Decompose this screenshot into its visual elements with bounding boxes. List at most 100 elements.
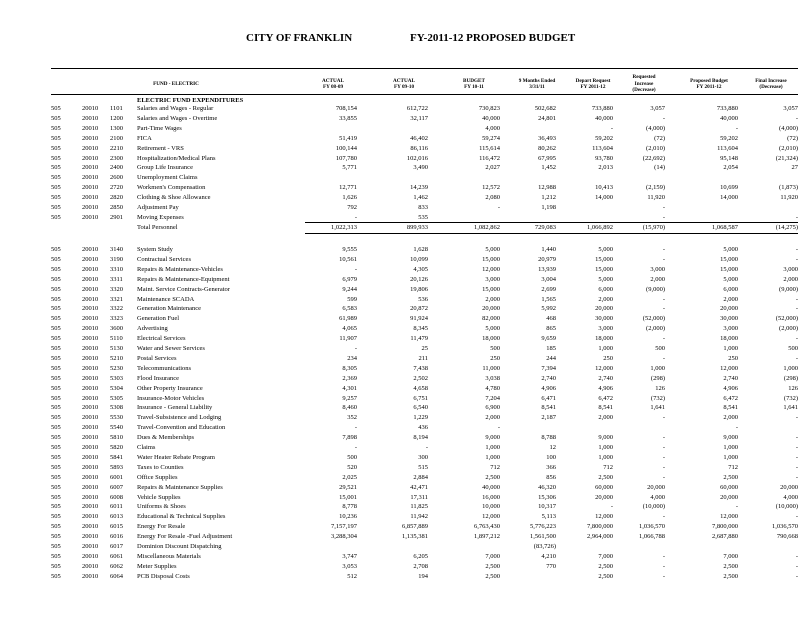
- actual-0910: 46,402: [410, 134, 428, 142]
- dept-code: 20010: [82, 124, 99, 132]
- requested-increase: -: [662, 213, 665, 221]
- final-increase: (2,000): [779, 325, 798, 333]
- depart-request: 12,000: [595, 513, 613, 521]
- col-header-line: FY 10-11: [464, 84, 484, 90]
- proposed-budget: 3,000: [723, 325, 738, 333]
- actual-0910: 300: [418, 453, 428, 461]
- depart-request: 2,013: [598, 164, 613, 172]
- final-increase: 1,036,570: [772, 523, 798, 531]
- fund-code: 505: [51, 144, 61, 152]
- budget-1011: 4,000: [485, 124, 500, 132]
- nine-months: 80,262: [538, 144, 556, 152]
- actual-0910: 2,708: [413, 562, 428, 570]
- account-code: 6007: [110, 483, 123, 491]
- depart-request: 6,472: [598, 394, 613, 402]
- col-header-line: Final Increase: [755, 77, 787, 84]
- nine-months: 6,471: [541, 394, 556, 402]
- actual-0910: 32,117: [410, 114, 428, 122]
- depart-request: 1,000: [598, 453, 613, 461]
- line-description: PCB Disposal Costs: [137, 572, 190, 580]
- table-row: 505 20010 5841 Water Heater Rebate Program 5…: [0, 453, 800, 462]
- actual-0809: 1,626: [342, 194, 357, 202]
- actual-0809: 4,301: [342, 384, 357, 392]
- line-description: Energy For Resale -Fuel Adjustment: [137, 533, 233, 541]
- line-description: Other Property Insurance: [137, 384, 203, 392]
- depart-request: 20,000: [595, 493, 613, 501]
- table-row: 505 20010 3320 Maint. Service Contracts-Gen…: [0, 285, 800, 294]
- actual-0910: 8,194: [413, 434, 428, 442]
- depart-request: 1,066,892: [587, 223, 613, 231]
- proposed-budget: 8,541: [723, 404, 738, 412]
- fund-code: 505: [51, 345, 61, 352]
- actual-0910: -: [425, 444, 428, 451]
- actual-0910: 436: [418, 424, 428, 432]
- budget-1011: 82,000: [482, 315, 500, 323]
- budget-1011: 500: [490, 345, 500, 352]
- dept-code: 20010: [82, 204, 99, 211]
- nine-months: 502,682: [534, 105, 556, 112]
- nine-months: 24,801: [538, 114, 556, 122]
- dept-code: 20010: [82, 463, 99, 471]
- requested-increase: -: [662, 295, 665, 303]
- proposed-budget: 12,000: [720, 513, 738, 521]
- actual-0910: 899,933: [406, 223, 428, 231]
- depart-request: 20,000: [595, 305, 613, 313]
- final-increase: 20,000: [780, 483, 798, 491]
- col-header-line: ACTUAL: [393, 77, 415, 84]
- depart-request: 8,541: [598, 404, 613, 412]
- proposed-budget: 7,000: [723, 552, 738, 560]
- actual-0910: 10,099: [410, 255, 428, 263]
- actual-0910: 1,135,381: [402, 533, 428, 541]
- depart-request: 10,413: [595, 184, 613, 192]
- actual-0910: 20,126: [410, 275, 428, 283]
- depart-request: -: [610, 503, 613, 511]
- depart-request: 59,202: [595, 134, 613, 142]
- final-increase: -: [795, 255, 798, 263]
- budget-1011: 116,472: [479, 154, 500, 162]
- requested-increase: -: [662, 255, 665, 263]
- actual-0809: 11,907: [339, 335, 357, 343]
- dept-code: 20010: [82, 246, 99, 253]
- line-description: Educational & Technical Supplies: [137, 513, 226, 521]
- depart-request: 3,000: [598, 325, 613, 333]
- table-row: 505 20010 5530 Travel-Subsistence and Lodgi…: [0, 413, 800, 422]
- fund-code: 505: [51, 213, 61, 221]
- depart-request: 250: [603, 354, 613, 362]
- nine-months: 5,113: [541, 513, 556, 521]
- final-increase: (2,010): [779, 144, 798, 152]
- actual-0910: 6,857,889: [402, 523, 428, 531]
- dept-code: 20010: [82, 493, 99, 501]
- depart-request: 18,000: [595, 335, 613, 343]
- requested-increase: -: [662, 246, 665, 253]
- table-row: 505 20010 1101 Salaries and Wages - Regular…: [0, 104, 800, 113]
- proposed-budget: 2,687,880: [712, 533, 738, 541]
- actual-0910: 11,942: [410, 513, 428, 521]
- nine-months: 8,541: [541, 404, 556, 412]
- dept-code: 20010: [82, 473, 99, 481]
- requested-increase: (9,000): [646, 285, 665, 293]
- nine-months: 12: [549, 444, 557, 451]
- account-code: 3310: [110, 265, 123, 273]
- requested-increase: (2,159): [646, 184, 665, 192]
- requested-increase: -: [662, 414, 665, 422]
- final-increase: -: [795, 562, 798, 570]
- col-header-line: (Decrease): [759, 84, 783, 90]
- nine-months: 1,561,500: [530, 533, 556, 541]
- actual-0910: 536: [418, 295, 428, 303]
- fund-code: 505: [51, 134, 61, 142]
- line-description: Water Heater Rebate Program: [137, 453, 215, 461]
- dept-code: 20010: [82, 364, 99, 372]
- line-description: Workmen's Compensation: [137, 184, 206, 192]
- requested-increase: 3,000: [650, 265, 665, 273]
- table-row: 505 20010 5130 Water and Sewer Services - 25 5…: [0, 344, 800, 353]
- table-row: 505 20010 5820 Claims - - 1,000 12 1,000 - 1,000 -: [0, 443, 800, 452]
- actual-0809: 9,257: [342, 394, 357, 402]
- fund-code: 505: [51, 374, 61, 382]
- depart-request: 2,500: [598, 562, 613, 570]
- requested-increase: -: [662, 473, 665, 481]
- line-description: Water and Sewer Services: [137, 345, 205, 352]
- account-code: 3140: [110, 246, 123, 253]
- final-increase: -: [795, 305, 798, 313]
- proposed-budget: 712: [728, 463, 738, 471]
- nine-months: 1,198: [541, 204, 556, 211]
